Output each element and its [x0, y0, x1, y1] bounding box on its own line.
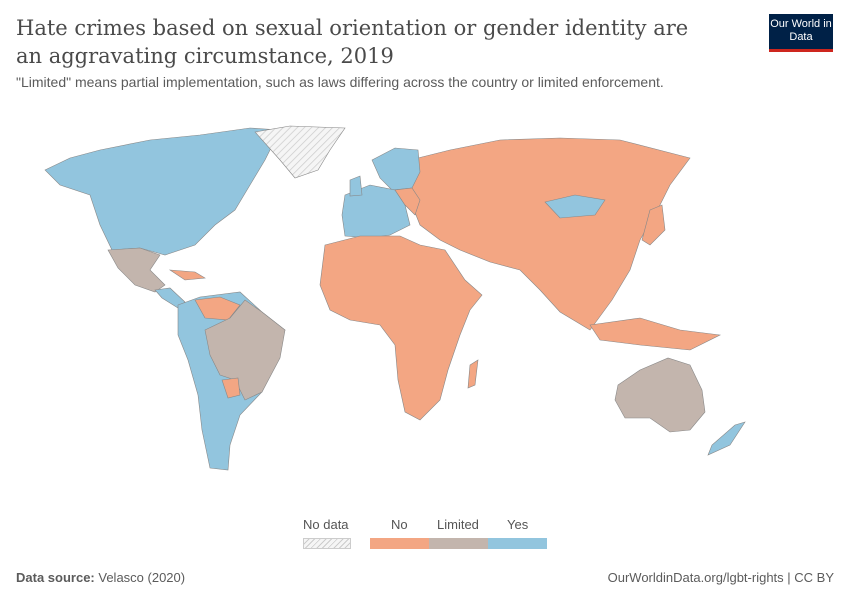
region-australia[interactable] — [614, 357, 706, 433]
region-indonesia[interactable] — [589, 317, 722, 351]
legend-no-swatch[interactable] — [370, 538, 429, 549]
region-russia-asia[interactable] — [409, 137, 691, 331]
region-greenland[interactable] — [254, 125, 346, 179]
region-mongolia[interactable] — [544, 194, 606, 219]
source-label: Data source: — [16, 570, 95, 585]
legend-no-data-label: No data — [303, 517, 349, 532]
region-north-america[interactable] — [44, 127, 281, 256]
region-venezuela[interactable] — [194, 296, 241, 321]
region-paraguay[interactable] — [221, 377, 241, 399]
data-source: Data source: Velasco (2020) — [16, 570, 185, 585]
region-mexico[interactable] — [107, 247, 166, 293]
chart-title: Hate crimes based on sexual orientation … — [16, 16, 689, 68]
region-new-zealand[interactable] — [707, 421, 746, 456]
region-western-europe[interactable] — [341, 184, 411, 239]
region-brazil[interactable] — [204, 299, 286, 401]
region-eastern-europe[interactable] — [394, 187, 421, 216]
chart-subtitle: "Limited" means partial implementation, … — [16, 74, 664, 90]
legend-yes-label: Yes — [507, 517, 529, 532]
footer-link[interactable]: OurWorldinData.org/lgbt-rights | CC BY — [607, 570, 834, 585]
legend-limited-swatch[interactable] — [429, 538, 488, 549]
legend-no-label: No — [391, 517, 408, 532]
legend-limited-label: Limited — [437, 517, 479, 532]
region-madagascar[interactable] — [467, 359, 479, 389]
region-uk[interactable] — [349, 175, 363, 197]
map-legend: No data No Limited Yes — [0, 517, 850, 557]
legend-yes-swatch[interactable] — [488, 538, 547, 549]
region-japan[interactable] — [641, 204, 666, 246]
region-caribbean[interactable] — [168, 269, 206, 281]
legend-no-data-swatch[interactable] — [303, 538, 351, 549]
owid-logo[interactable]: Our World in Data — [769, 14, 833, 52]
world-map — [44, 125, 746, 471]
region-scandinavia[interactable] — [371, 147, 421, 191]
region-africa[interactable] — [319, 235, 483, 421]
source-text[interactable]: Velasco (2020) — [98, 570, 186, 585]
